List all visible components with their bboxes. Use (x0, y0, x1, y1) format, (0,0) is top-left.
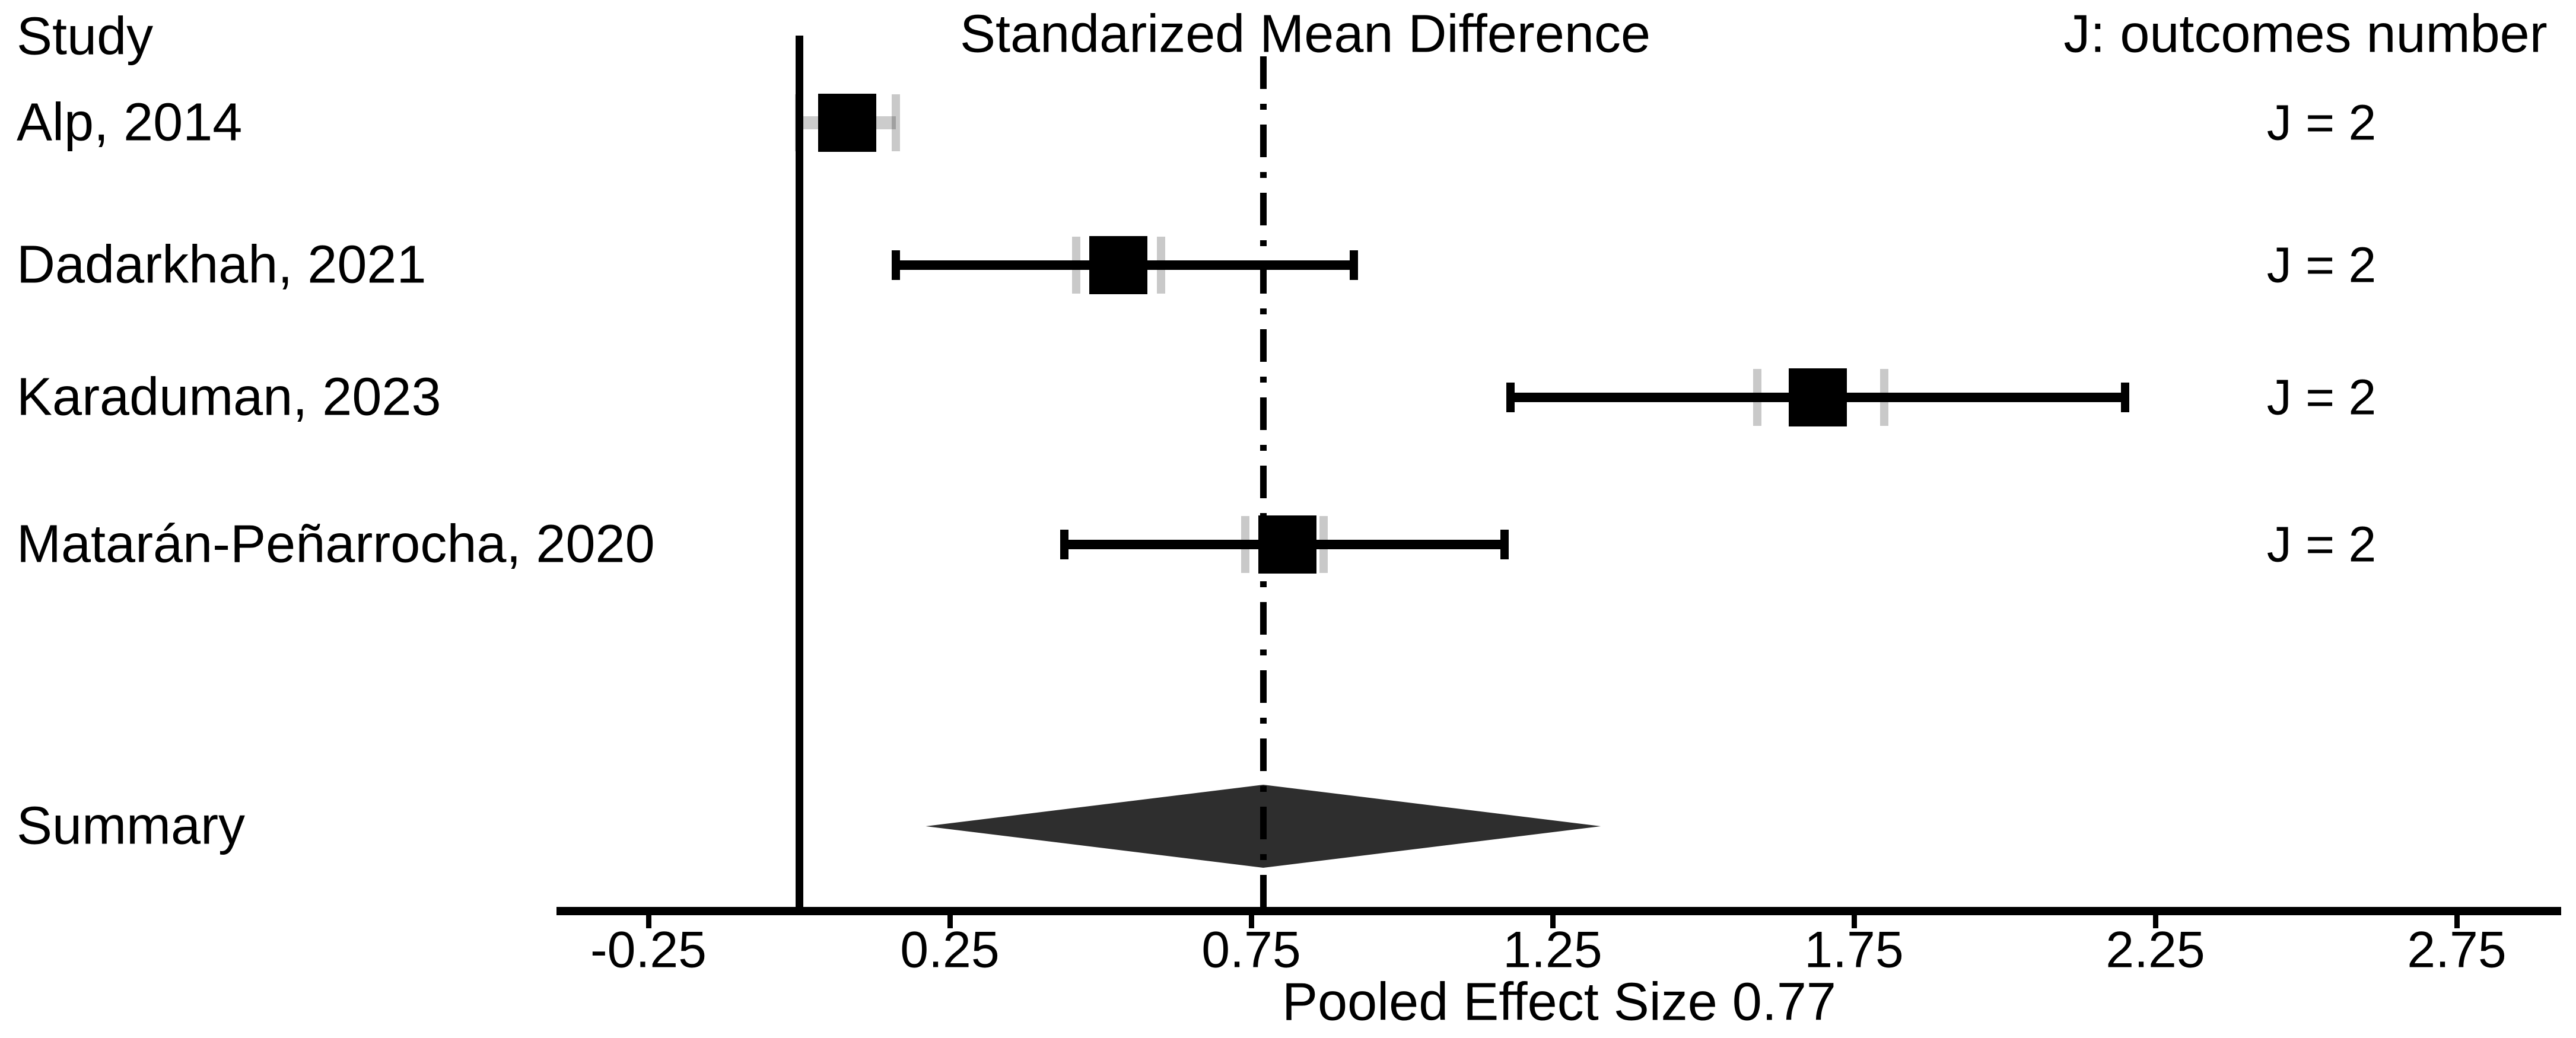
pooled-effect-line (1260, 56, 1267, 911)
x-axis-tick (947, 915, 953, 928)
x-axis-tick (646, 915, 651, 928)
x-axis-tick-label: 1.25 (1503, 921, 1602, 979)
ci-lower-cap (1506, 383, 1515, 412)
x-axis-tick (1550, 915, 1556, 928)
x-axis-tick-label: 2.25 (2106, 921, 2205, 979)
effect-estimate-square (1089, 236, 1148, 294)
outcome-effect-tick (891, 94, 900, 151)
outcomes-count-label: J = 2 (2266, 516, 2377, 572)
x-axis-caption: Pooled Effect Size 0.77 (1282, 972, 1836, 1032)
ci-lower-cap (891, 250, 900, 280)
effect-estimate-square (1258, 515, 1316, 574)
null-effect-line (796, 36, 803, 911)
effect-estimate-square (1789, 368, 1847, 426)
study-label: Matarán-Peñarrocha, 2020 (17, 514, 655, 574)
chart-title: Standarized Mean Difference (959, 4, 1651, 64)
x-axis-tick-label: 0.25 (900, 921, 1000, 979)
column-header-outcomes: J: outcomes number (2063, 4, 2548, 64)
x-axis-tick (1249, 915, 1254, 928)
x-axis-tick-label: -0.25 (590, 921, 707, 979)
x-axis-tick-label: 2.75 (2407, 921, 2507, 979)
ci-upper-cap (1349, 250, 1358, 280)
study-label: Karaduman, 2023 (17, 367, 441, 427)
ci-upper-cap (1500, 530, 1509, 559)
outcomes-count-label: J = 2 (2266, 94, 2377, 151)
effect-estimate-square (818, 94, 877, 152)
x-axis-tick (1852, 915, 1857, 928)
column-header-study: Study (17, 7, 154, 66)
x-axis-line (556, 907, 2561, 915)
summary-label: Summary (17, 796, 246, 856)
ci-lower-cap (1060, 530, 1069, 559)
study-label: Dadarkhah, 2021 (17, 235, 427, 295)
x-axis-tick-label: 0.75 (1201, 921, 1301, 979)
x-axis-tick-label: 1.75 (1804, 921, 1904, 979)
study-label: Alp, 2014 (17, 93, 243, 152)
ci-upper-cap (2121, 383, 2130, 412)
outcomes-count-label: J = 2 (2266, 369, 2377, 425)
x-axis-tick (2153, 915, 2158, 928)
x-axis-tick (2454, 915, 2460, 928)
outcomes-count-label: J = 2 (2266, 237, 2377, 293)
